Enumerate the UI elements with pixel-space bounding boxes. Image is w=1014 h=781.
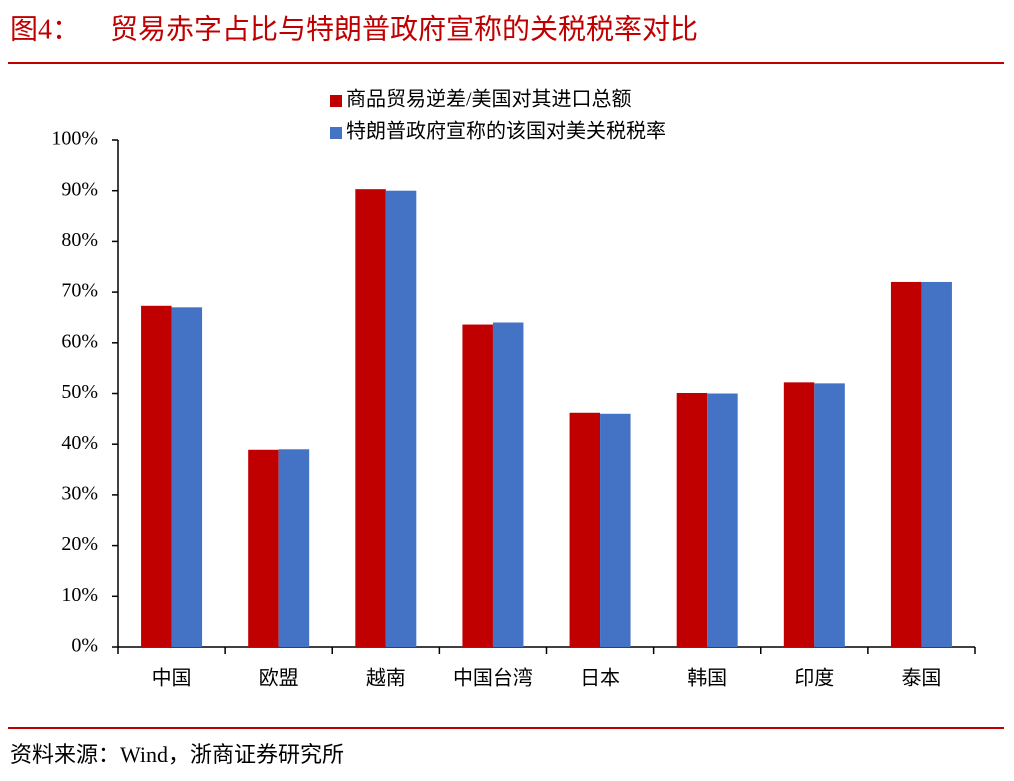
- legend-label: 特朗普政府宣称的该国对美关税税率: [346, 120, 666, 143]
- figure-label: 图4：: [10, 14, 80, 45]
- bar: [890, 281, 922, 647]
- y-tick-label: 0%: [71, 635, 98, 657]
- bar: [921, 281, 952, 647]
- x-tick-label: 韩国: [687, 667, 727, 690]
- y-tick-label: 10%: [61, 584, 98, 606]
- bar: [676, 392, 708, 647]
- bar: [492, 322, 524, 647]
- bar: [141, 305, 172, 647]
- x-tick-label: 越南: [366, 667, 406, 690]
- y-tick-label: 20%: [61, 533, 98, 555]
- bar: [355, 189, 386, 647]
- y-tick-label: 30%: [61, 482, 98, 504]
- source-note: 资料来源：Wind，浙商证券研究所: [10, 742, 344, 767]
- legend-swatch: [330, 95, 342, 107]
- chart-title: 贸易赤字占比与特朗普政府宣称的关税税率对比: [110, 13, 698, 45]
- bar: [569, 412, 601, 647]
- bar: [385, 190, 417, 647]
- legend-swatch: [330, 127, 342, 139]
- bar: [278, 449, 310, 647]
- y-tick-label: 100%: [51, 128, 98, 150]
- y-tick-label: 40%: [61, 432, 98, 454]
- x-tick-label: 印度: [794, 667, 834, 690]
- bar: [462, 324, 493, 647]
- x-tick-label: 中国: [152, 667, 192, 690]
- x-tick-label: 中国台湾: [453, 667, 533, 690]
- y-tick-label: 50%: [61, 381, 98, 403]
- legend-label: 商品贸易逆差/美国对其进口总额: [346, 88, 632, 111]
- bar: [248, 449, 279, 647]
- y-tick-label: 90%: [61, 178, 98, 200]
- y-tick-label: 80%: [61, 229, 98, 251]
- bar: [600, 413, 631, 647]
- x-tick-label: 泰国: [901, 667, 941, 690]
- y-tick-label: 70%: [61, 280, 98, 302]
- x-tick-label: 日本: [580, 667, 620, 690]
- x-tick-label: 欧盟: [259, 667, 299, 690]
- bar: [171, 307, 203, 647]
- bar: [814, 383, 845, 647]
- bar: [707, 393, 738, 647]
- y-tick-label: 60%: [61, 330, 98, 352]
- bar: [783, 382, 815, 647]
